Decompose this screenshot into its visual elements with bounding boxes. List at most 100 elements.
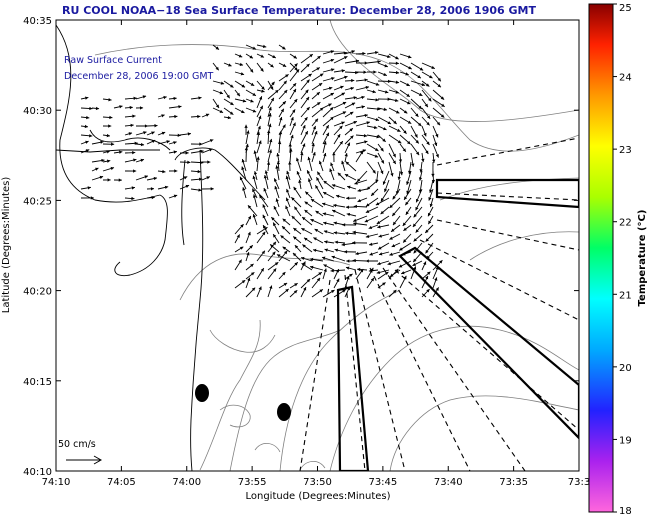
current-vector-head bbox=[352, 258, 356, 263]
current-vector-head bbox=[183, 176, 188, 180]
current-vector-head bbox=[258, 286, 262, 291]
current-vector-head bbox=[86, 115, 90, 120]
current-vector-head bbox=[90, 196, 94, 200]
current-vector-head bbox=[330, 116, 334, 121]
current-vector-head bbox=[292, 88, 296, 93]
current-vector-head bbox=[241, 280, 246, 284]
current-vector-head bbox=[395, 80, 400, 84]
current-vector-head bbox=[428, 220, 432, 225]
colorbar-title: Temperature (°C) bbox=[637, 210, 648, 307]
current-vector-head bbox=[411, 163, 415, 167]
x-tick-label: 73:3 bbox=[568, 477, 590, 488]
current-vector-head bbox=[383, 72, 387, 76]
current-vector-head bbox=[270, 244, 274, 248]
current-vector-head bbox=[353, 204, 357, 209]
current-vector-head bbox=[380, 210, 384, 215]
current-vector-head bbox=[397, 176, 401, 181]
current-vector-head bbox=[335, 194, 340, 198]
current-vector-head bbox=[364, 219, 369, 223]
current-vector-head bbox=[343, 250, 348, 254]
current-vector-head bbox=[412, 262, 416, 266]
current-vector-head bbox=[387, 261, 391, 266]
current-vector-head bbox=[354, 181, 358, 185]
current-vector-head bbox=[417, 122, 422, 127]
current-vector-head bbox=[351, 50, 355, 54]
current-vector-head bbox=[355, 70, 359, 75]
current-vector-head bbox=[316, 277, 321, 282]
current-vector-head bbox=[307, 156, 311, 161]
current-vector-head bbox=[331, 184, 336, 188]
current-vector-head bbox=[173, 141, 177, 145]
current-vector-head bbox=[413, 249, 417, 254]
current-vector-head bbox=[306, 107, 310, 111]
current-vector-head bbox=[306, 279, 311, 283]
current-vector-head bbox=[423, 132, 427, 137]
current-vector-head bbox=[374, 147, 379, 151]
current-vector-head bbox=[286, 170, 290, 175]
current-vector-head bbox=[84, 124, 88, 129]
current-vector-head bbox=[363, 134, 368, 138]
current-vector-head bbox=[426, 115, 431, 119]
current-vector-head bbox=[310, 199, 315, 203]
current-vector-head bbox=[274, 185, 278, 190]
current-vector-head bbox=[407, 120, 412, 124]
current-vector-head bbox=[153, 176, 158, 181]
current-vector-head bbox=[229, 111, 234, 115]
current-vector-head bbox=[301, 263, 306, 267]
current-vector-head bbox=[350, 135, 354, 139]
current-vector-head bbox=[308, 73, 312, 77]
current-vector-head bbox=[333, 203, 337, 208]
current-vector-head bbox=[197, 114, 201, 119]
current-vector-head bbox=[349, 111, 354, 115]
current-vector-head bbox=[200, 149, 204, 154]
current-vector-head bbox=[247, 277, 251, 282]
current-vector-head bbox=[357, 198, 362, 203]
current-vector-head bbox=[304, 237, 308, 241]
current-vector-head bbox=[130, 123, 134, 128]
current-vector-head bbox=[246, 252, 250, 256]
current-vector-head bbox=[428, 197, 432, 201]
current-vector-head bbox=[325, 125, 329, 129]
current-vector-head bbox=[161, 114, 165, 118]
current-vector-head bbox=[302, 217, 306, 221]
current-vector-head bbox=[355, 251, 359, 256]
y-axis-title: Latitude (Degrees:Minutes) bbox=[1, 177, 12, 314]
current-vector-head bbox=[151, 195, 155, 200]
current-vector-head bbox=[406, 190, 410, 195]
current-vector-head bbox=[108, 98, 112, 102]
current-vector-head bbox=[372, 90, 376, 94]
current-vector-head bbox=[421, 158, 425, 163]
current-vector-head bbox=[294, 67, 298, 71]
current-vector-head bbox=[425, 150, 429, 154]
current-vector-head bbox=[415, 113, 419, 117]
current-vector-head bbox=[373, 125, 378, 130]
current-vector-head bbox=[259, 96, 263, 100]
current-vector-head bbox=[426, 121, 430, 126]
current-vector-head bbox=[437, 77, 441, 82]
current-vector-head bbox=[173, 96, 177, 101]
current-vector-head bbox=[140, 142, 145, 147]
current-vector-head bbox=[208, 148, 213, 152]
current-vector-head bbox=[128, 132, 133, 136]
current-vector-head bbox=[305, 89, 309, 94]
current-vector-head bbox=[429, 203, 433, 208]
current-vector-head bbox=[253, 150, 257, 154]
current-vector-head bbox=[293, 55, 297, 59]
current-vector-head bbox=[419, 169, 423, 173]
current-vector-head bbox=[346, 286, 350, 291]
x-axis-ticks: 74:10 74:05 74:00 73:55 73:50 73:45 73:40 73:35… bbox=[42, 20, 590, 488]
current-vector-head bbox=[323, 192, 327, 196]
colorbar-tick-label: 20 bbox=[619, 363, 632, 374]
current-vector-head bbox=[406, 93, 410, 97]
current-vector-head bbox=[424, 103, 428, 108]
current-vector-head bbox=[323, 180, 327, 185]
current-vector-head bbox=[425, 249, 429, 254]
current-vector-head bbox=[439, 260, 443, 264]
current-vector-head bbox=[198, 96, 202, 100]
current-vector-head bbox=[280, 235, 284, 239]
current-vector-head bbox=[383, 107, 387, 111]
current-vector-head bbox=[132, 151, 136, 155]
current-vector-head bbox=[164, 185, 169, 189]
current-vector-head bbox=[286, 188, 290, 193]
current-vector-head bbox=[323, 264, 327, 268]
